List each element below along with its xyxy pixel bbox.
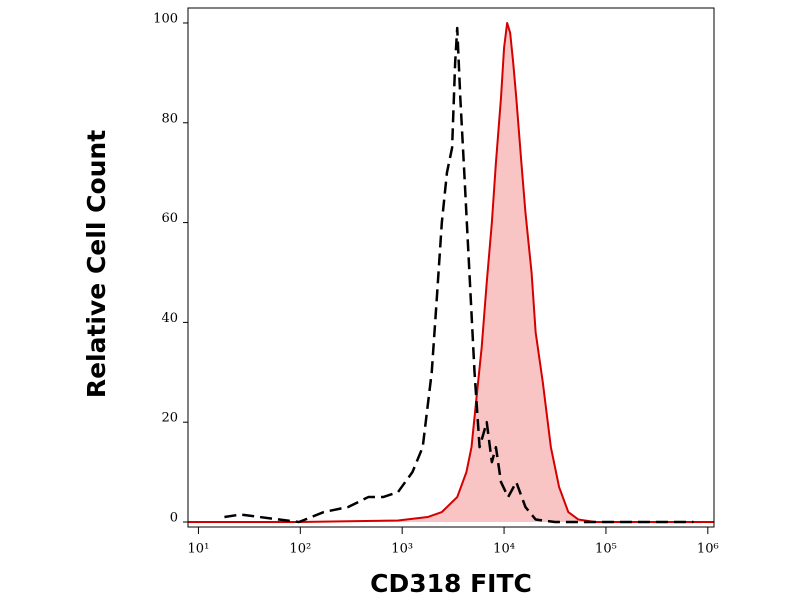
x-axis-label: CD318 FITC — [370, 569, 532, 598]
y-tick-label: 0 — [170, 511, 178, 526]
y-axis-label: Relative Cell Count — [82, 130, 111, 398]
x-tick-label: 10³ — [391, 542, 413, 557]
line — [224, 26, 694, 524]
y-tick-label: 40 — [161, 311, 178, 326]
x-tick-label: 10⁵ — [595, 542, 617, 557]
x-tick-label: 10² — [289, 542, 311, 557]
area — [188, 22, 715, 523]
y-tick-label: 60 — [161, 211, 178, 226]
line — [188, 21, 714, 524]
y-tick-label: 100 — [153, 11, 178, 26]
x-tick-label: 10¹ — [188, 542, 210, 557]
x-tick-label: 10⁶ — [697, 542, 719, 557]
plot-frame — [187, 7, 715, 528]
y-tick-label: 20 — [161, 411, 178, 426]
y-tick-label: 80 — [161, 111, 178, 126]
x-tick-label: 10⁴ — [493, 542, 515, 557]
